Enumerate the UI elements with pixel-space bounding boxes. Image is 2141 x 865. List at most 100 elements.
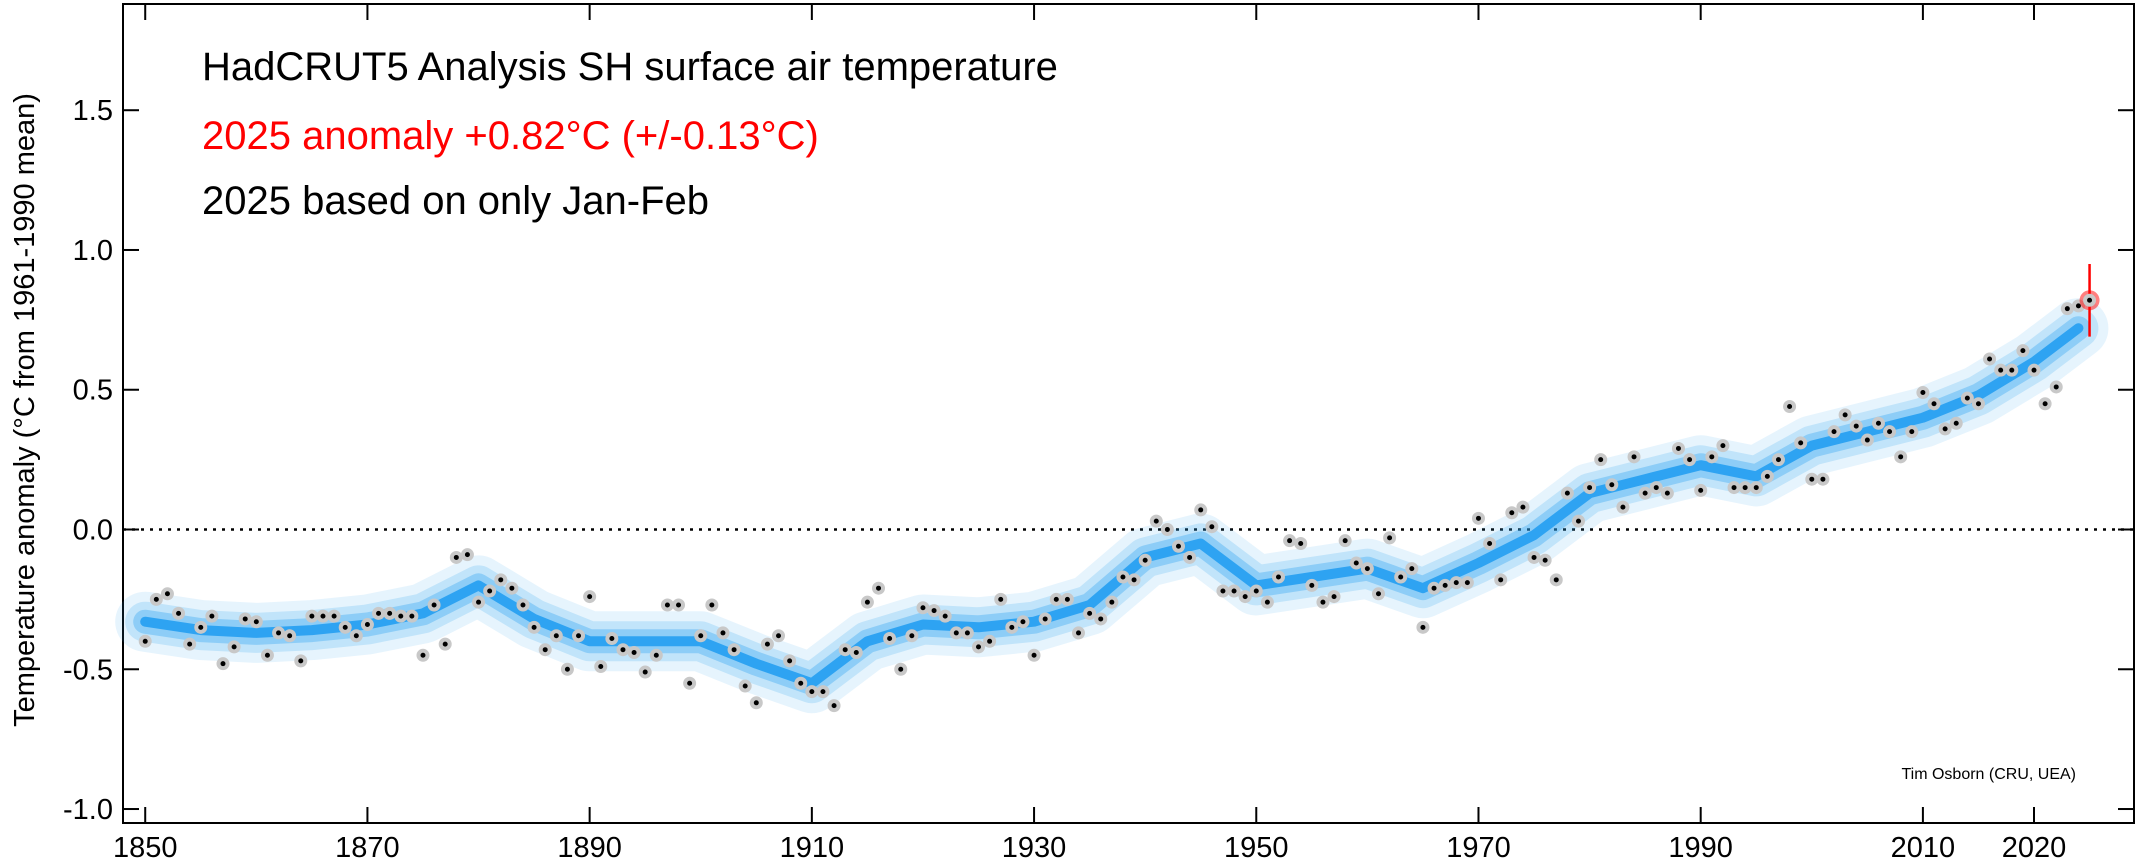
data-point	[1349, 556, 1363, 570]
data-point	[2038, 397, 2052, 411]
data-point	[1227, 584, 1241, 598]
data-point	[1838, 408, 1852, 422]
data-point	[860, 595, 874, 609]
data-point	[649, 648, 663, 662]
data-point	[327, 609, 341, 623]
data-point	[1871, 416, 1885, 430]
data-point	[260, 648, 274, 662]
data-point	[927, 604, 941, 618]
data-point	[1905, 425, 1919, 439]
data-point	[316, 609, 330, 623]
data-point	[1971, 397, 1985, 411]
data-point	[1238, 590, 1252, 604]
data-point	[1371, 587, 1385, 601]
data-point	[1138, 553, 1152, 567]
data-point	[916, 601, 930, 615]
data-point	[738, 679, 752, 693]
data-point	[349, 629, 363, 643]
data-point	[283, 629, 297, 643]
data-point	[2027, 363, 2041, 377]
data-point	[1627, 450, 1641, 464]
data-point	[816, 685, 830, 699]
data-point	[305, 609, 319, 623]
data-point	[1249, 584, 1263, 598]
data-point	[1660, 486, 1674, 500]
data-point	[1849, 419, 1863, 433]
data-point	[694, 629, 708, 643]
data-point	[2005, 363, 2019, 377]
data-point	[705, 598, 719, 612]
data-point	[1216, 584, 1230, 598]
data-point	[638, 665, 652, 679]
data-point	[1716, 439, 1730, 453]
data-point	[1938, 422, 1952, 436]
data-point	[2083, 293, 2097, 307]
data-point	[616, 643, 630, 657]
data-point	[472, 595, 486, 609]
y-tick-label: -0.5	[63, 654, 113, 686]
data-point	[1049, 592, 1063, 606]
data-point	[1705, 450, 1719, 464]
data-point	[1483, 536, 1497, 550]
data-point	[1105, 595, 1119, 609]
data-point	[383, 606, 397, 620]
data-point	[1116, 570, 1130, 584]
data-point	[1438, 578, 1452, 592]
data-point	[1583, 481, 1597, 495]
data-point	[894, 662, 908, 676]
data-point	[1338, 534, 1352, 548]
credit: Tim Osborn (CRU, UEA)	[1901, 766, 2076, 783]
data-point	[1205, 520, 1219, 534]
data-point	[1194, 503, 1208, 517]
data-point	[1005, 620, 1019, 634]
data-point	[2060, 302, 2074, 316]
data-point	[994, 592, 1008, 606]
data-point	[1860, 433, 1874, 447]
data-point	[827, 699, 841, 713]
data-point	[1894, 450, 1908, 464]
data-point	[1460, 576, 1474, 590]
data-point	[1616, 500, 1630, 514]
data-point	[1594, 453, 1608, 467]
x-tick-label: 1850	[113, 832, 178, 864]
data-point	[938, 609, 952, 623]
data-point	[872, 581, 886, 595]
chart-title: HadCRUT5 Analysis SH surface air tempera…	[202, 45, 1058, 89]
data-point	[838, 643, 852, 657]
data-point	[672, 598, 686, 612]
x-tick-label: 1950	[1224, 832, 1289, 864]
data-point	[1171, 539, 1185, 553]
data-point	[1671, 441, 1685, 455]
data-point	[883, 632, 897, 646]
data-point	[1494, 573, 1508, 587]
data-point	[1449, 576, 1463, 590]
y-tick-label: 1.0	[73, 235, 113, 267]
data-point	[1816, 472, 1830, 486]
data-point	[949, 626, 963, 640]
data-point	[1983, 352, 1997, 366]
data-point	[405, 609, 419, 623]
data-point	[1160, 523, 1174, 537]
x-tick-label: 1990	[1668, 832, 1733, 864]
data-point	[1027, 648, 1041, 662]
data-point	[660, 598, 674, 612]
data-point	[983, 634, 997, 648]
data-point	[1771, 453, 1785, 467]
data-point	[160, 587, 174, 601]
data-point	[1783, 400, 1797, 414]
data-point	[1960, 391, 1974, 405]
data-point	[1516, 500, 1530, 514]
data-point	[149, 592, 163, 606]
data-point	[1294, 536, 1308, 550]
x-tick-label: 1910	[780, 832, 845, 864]
data-point	[272, 626, 286, 640]
y-tick-label: 1.5	[73, 95, 113, 127]
data-point	[594, 659, 608, 673]
data-point	[427, 598, 441, 612]
data-point	[772, 629, 786, 643]
x-tick-label: 1890	[557, 832, 622, 864]
y-tick-label: 0.5	[73, 375, 113, 407]
data-point	[1727, 481, 1741, 495]
annotation: 2025 anomaly +0.82°C (+/-0.13°C)	[202, 114, 819, 158]
data-point	[1927, 397, 1941, 411]
